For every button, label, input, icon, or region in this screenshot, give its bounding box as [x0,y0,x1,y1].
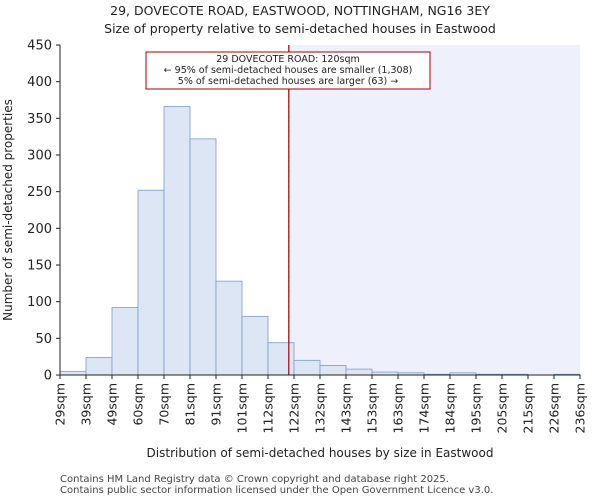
bar-81sqm [189,138,217,376]
property-annotation: 29 DOVECOTE ROAD: 120sqm ← 95% of semi-d… [145,51,431,90]
y-tick-label: 350 [27,112,52,127]
x-tick-label: 70sqm [157,383,172,426]
y-tick-label: 100 [27,295,52,310]
bar-112sqm [267,342,295,376]
annotation-line-2: ← 95% of semi-detached houses are smalle… [164,65,413,76]
x-tick-label: 122sqm [287,383,302,433]
y-tick-label: 250 [27,185,52,200]
bar-132sqm [319,365,347,376]
x-tick-label: 49sqm [105,383,120,426]
bar-101sqm [241,315,269,376]
bar-39sqm [85,356,113,376]
x-tick-label: 226sqm [547,383,562,433]
x-tick-label: 132sqm [313,383,328,433]
y-tick-label: 50 [35,332,52,347]
x-tick-label: 236sqm [573,383,588,433]
x-tick-label: 153sqm [365,383,380,433]
x-axis-label: Distribution of semi-detached houses by … [147,446,494,460]
x-tick-label: 184sqm [443,383,458,433]
y-tick-label: 400 [27,75,52,90]
y-tick-label: 300 [27,149,52,164]
bar-49sqm [111,307,139,376]
bar-70sqm [163,106,191,376]
bar-91sqm [215,280,243,376]
x-tick-label: 112sqm [261,383,276,433]
x-tick-label: 91sqm [209,383,224,426]
x-tick-label: 205sqm [495,383,510,433]
annotation-line-3: 5% of semi-detached houses are larger (6… [178,76,398,87]
x-tick-label: 101sqm [235,383,250,433]
y-tick-label: 0 [44,369,52,384]
x-tick-label: 174sqm [417,383,432,433]
x-tick-label: 39sqm [79,383,94,426]
x-tick-label: 163sqm [391,383,406,433]
bar-29sqm [59,370,87,376]
x-tick-label: 81sqm [183,383,198,426]
chart-title: 29, DOVECOTE ROAD, EASTWOOD, NOTTINGHAM,… [110,3,490,18]
y-tick-label: 150 [27,259,52,274]
bar-122sqm [293,359,321,376]
y-tick-label: 450 [27,39,52,54]
x-tick-label: 215sqm [521,383,536,433]
annotation-line-1: 29 DOVECOTE ROAD: 120sqm [216,54,359,65]
x-tick-label: 29sqm [53,383,68,426]
y-tick-label: 200 [27,222,52,237]
footer-licence: Contains public sector information licen… [60,485,494,496]
bar-143sqm [345,368,373,376]
footer-copyright: Contains HM Land Registry data © Crown c… [60,474,449,485]
chart-subtitle: Size of property relative to semi-detach… [104,21,496,36]
x-tick-label: 195sqm [469,383,484,433]
x-tick-label: 143sqm [339,383,354,433]
larger-properties-shading [288,45,580,375]
bar-60sqm [137,189,165,376]
x-tick-label: 60sqm [131,383,146,426]
annotation-box [145,51,431,90]
y-axis-label: Number of semi-detached properties [1,99,15,321]
